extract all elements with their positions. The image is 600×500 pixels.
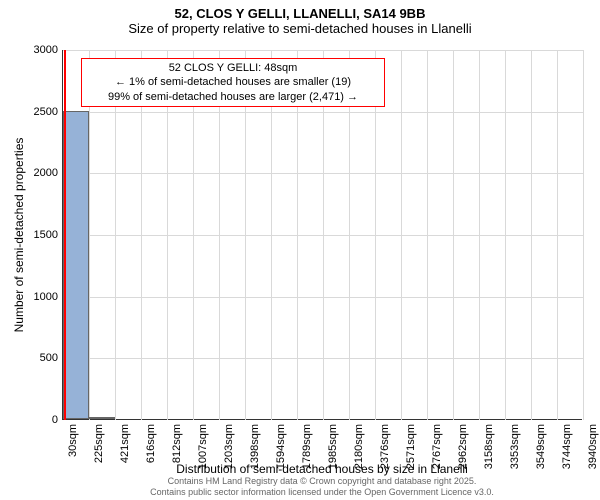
highlight-line [64, 50, 66, 420]
gridline-v [479, 50, 480, 420]
ytick-label: 2500 [34, 106, 58, 118]
xtick-label: 616sqm [145, 424, 157, 463]
info-box: 52 CLOS Y GELLI: 48sqm← 1% of semi-detac… [81, 58, 385, 107]
ytick-label: 500 [40, 352, 58, 364]
chart-plot-area: 05001000150020002500300030sqm225sqm421sq… [62, 50, 582, 420]
footer-line2: Contains public sector information licen… [62, 487, 582, 498]
info-box-line: 99% of semi-detached houses are larger (… [88, 90, 378, 104]
chart-footer: Contains HM Land Registry data © Crown c… [62, 476, 582, 498]
gridline-v [557, 50, 558, 420]
gridline-v [583, 50, 584, 420]
gridline-v [505, 50, 506, 420]
ytick-label: 1500 [34, 229, 58, 241]
ytick-label: 3000 [34, 44, 58, 56]
histogram-bar [89, 417, 115, 419]
gridline-v [401, 50, 402, 420]
xtick-label: 225sqm [93, 424, 105, 463]
info-box-line: ← 1% of semi-detached houses are smaller… [88, 75, 378, 89]
gridline-v [453, 50, 454, 420]
xtick-label: 421sqm [119, 424, 131, 463]
x-axis-title: Distribution of semi-detached houses by … [62, 462, 582, 476]
histogram-bar [63, 111, 89, 419]
gridline-v [427, 50, 428, 420]
ytick-label: 1000 [34, 291, 58, 303]
ytick-label: 0 [52, 414, 58, 426]
xtick-label: 3940sqm [587, 424, 599, 469]
info-box-line: 52 CLOS Y GELLI: 48sqm [88, 61, 378, 75]
xtick-label: 812sqm [171, 424, 183, 463]
ytick-label: 2000 [34, 167, 58, 179]
chart-title-line1: 52, CLOS Y GELLI, LLANELLI, SA14 9BB [0, 6, 600, 21]
y-axis-title: Number of semi-detached properties [12, 138, 26, 333]
gridline-v [531, 50, 532, 420]
chart-title-line2: Size of property relative to semi-detach… [0, 21, 600, 36]
xtick-label: 30sqm [67, 424, 79, 457]
footer-line1: Contains HM Land Registry data © Crown c… [62, 476, 582, 487]
